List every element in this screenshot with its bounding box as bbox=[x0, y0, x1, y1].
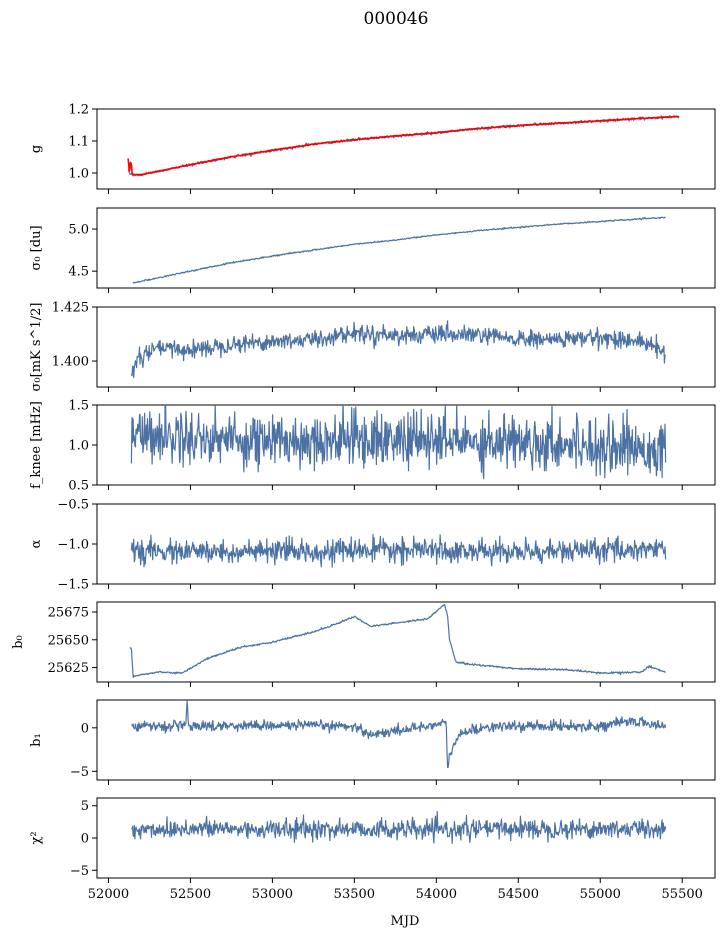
y-axis-label: α bbox=[29, 539, 44, 548]
y-tick-label: 0.5 bbox=[68, 479, 89, 494]
y-axis-label: σ₀[mK s^1/2] bbox=[29, 303, 44, 392]
panel-b0: 25625 25650 25675 b₀ bbox=[11, 601, 716, 687]
y-tick-label: 1.2 bbox=[68, 103, 89, 118]
y-axis-label: g bbox=[29, 145, 44, 153]
y-tick-label: 1.425 bbox=[52, 301, 89, 316]
x-axis-label: MJD bbox=[391, 914, 420, 929]
figure-title: 000046 bbox=[364, 9, 429, 29]
x-tick-label: 52000 bbox=[88, 887, 129, 902]
y-tick-label: −5 bbox=[70, 864, 89, 879]
x-tick-label: 53000 bbox=[252, 887, 293, 902]
panels: 1.0 1.1 1.2 g 4.5 5.0 σ₀ [du] 1.400 1.425 σ₀[mK s… bbox=[11, 103, 716, 902]
y-tick-label: 25650 bbox=[48, 633, 89, 648]
y-tick-label: −0.5 bbox=[57, 498, 89, 513]
series-line-data bbox=[130, 405, 667, 480]
panel-b1: −5 0 b₁ bbox=[29, 699, 716, 785]
series-line-data bbox=[129, 603, 667, 679]
panel-sigma0: 4.5 5.0 σ₀ [du] bbox=[29, 207, 716, 293]
series-line-data bbox=[132, 216, 666, 284]
series-line-data bbox=[127, 114, 680, 177]
panel-frame bbox=[96, 306, 716, 388]
y-tick-label: −1.0 bbox=[57, 538, 89, 553]
x-tick-label: 54000 bbox=[416, 887, 457, 902]
y-tick-label: 5.0 bbox=[68, 223, 89, 238]
panel-frame bbox=[96, 601, 716, 683]
x-tick-label: 55500 bbox=[662, 887, 703, 902]
y-axis-label: b₀ bbox=[11, 635, 26, 649]
series-line-data bbox=[130, 533, 667, 568]
y-axis-label: f_knee [mHz] bbox=[29, 401, 44, 489]
y-tick-label: −5 bbox=[70, 765, 89, 780]
y-tick-label: 5 bbox=[81, 799, 89, 814]
x-tick-label: 55000 bbox=[580, 887, 621, 902]
y-tick-label: −1.5 bbox=[57, 578, 89, 593]
panel-frame bbox=[96, 699, 716, 781]
series-line-data bbox=[131, 700, 667, 769]
y-axis-label: χ² bbox=[29, 831, 44, 844]
y-tick-label: 1.5 bbox=[68, 399, 89, 414]
y-tick-label: 4.5 bbox=[68, 265, 89, 280]
panel-frame bbox=[96, 207, 716, 289]
y-tick-label: 0 bbox=[81, 832, 89, 847]
y-axis-label: b₁ bbox=[29, 733, 44, 747]
y-tick-label: 25675 bbox=[48, 606, 89, 621]
panel-fknee: 0.5 1.0 1.5 f_knee [mHz] bbox=[29, 399, 716, 494]
x-tick-label: 54500 bbox=[498, 887, 539, 902]
series-line-data bbox=[131, 811, 667, 845]
y-axis-label: σ₀ [du] bbox=[29, 225, 44, 270]
panel-g: 1.0 1.1 1.2 g bbox=[29, 103, 716, 194]
y-tick-label: 1.400 bbox=[52, 355, 89, 370]
x-tick-label: 52500 bbox=[170, 887, 211, 902]
panel-chi2: −5 0 5 52000 52500 53000 53500 54000 54500 55000 5… bbox=[29, 797, 716, 902]
y-tick-label: 1.1 bbox=[68, 135, 89, 150]
panel-alpha: −1.5 −1.0 −0.5 α bbox=[29, 498, 716, 593]
series-line-fit bbox=[127, 115, 680, 176]
y-tick-label: 1.0 bbox=[68, 439, 89, 454]
y-tick-label: 0 bbox=[81, 721, 89, 736]
y-tick-label: 1.0 bbox=[68, 167, 89, 182]
panel-frame bbox=[96, 108, 716, 190]
panel-sigma0_phys: 1.400 1.425 σ₀[mK s^1/2] bbox=[29, 301, 716, 392]
x-tick-label: 53500 bbox=[334, 887, 375, 902]
y-tick-label: 25625 bbox=[48, 661, 89, 676]
panel-frame bbox=[96, 797, 716, 879]
series-line-data bbox=[130, 320, 667, 379]
